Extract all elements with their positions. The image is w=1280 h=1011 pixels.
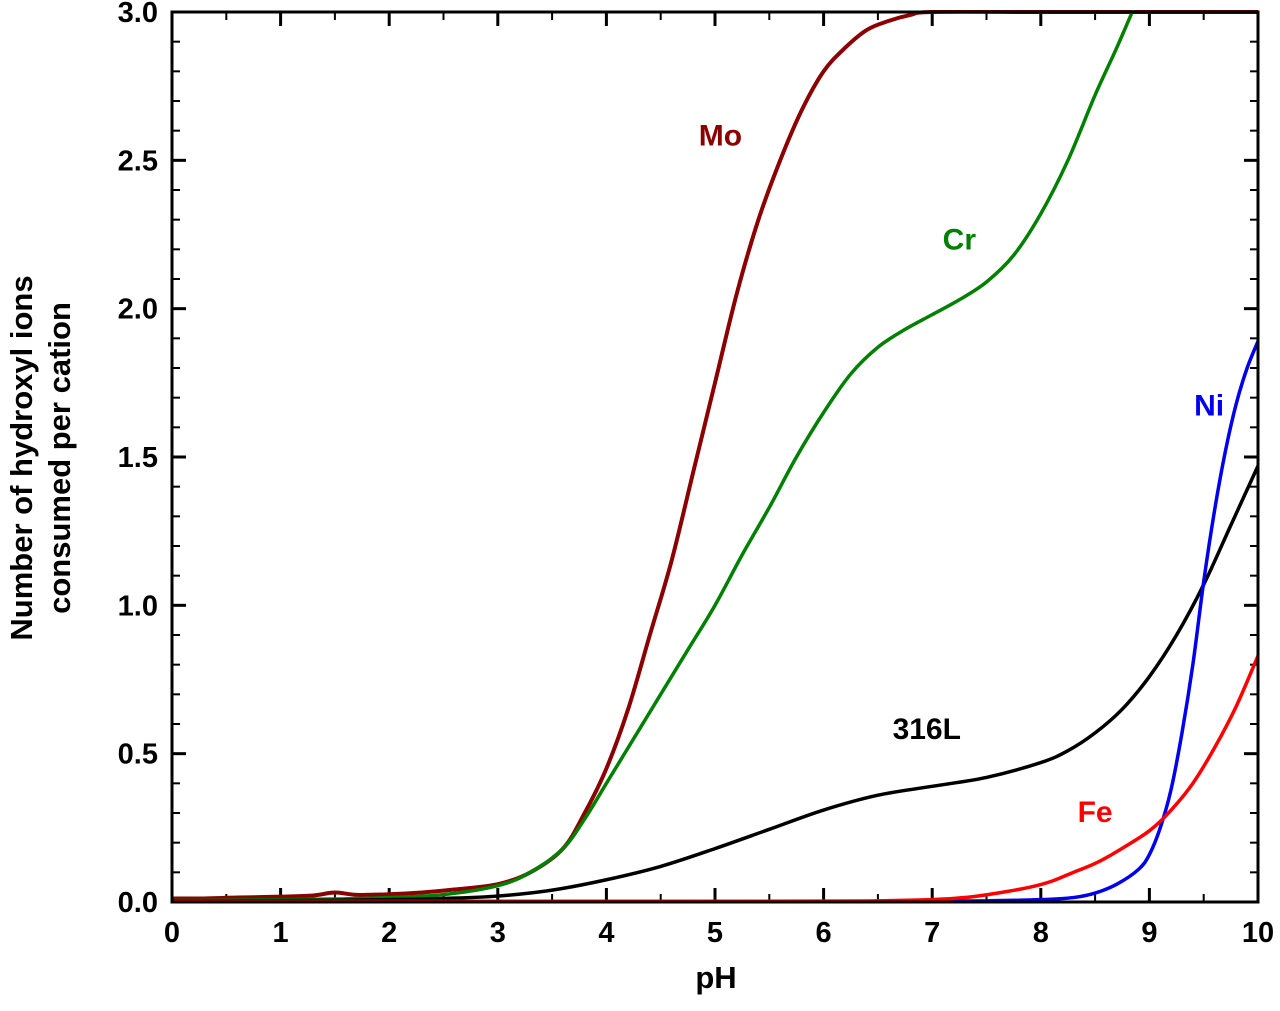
x-tick-label: 2 [381,917,397,949]
x-tick-label: 6 [816,917,832,949]
x-tick-label: 4 [598,917,614,949]
y-tick-label: 2.0 [118,294,158,326]
y-tick-label: 2.5 [118,145,158,177]
series-label-mo: Mo [699,120,742,153]
series-label-fe: Fe [1078,796,1113,829]
series-curve-316l [172,464,1258,903]
series-curve-fe [172,654,1258,904]
x-tick-label: 3 [490,917,506,949]
x-tick-label: 7 [924,917,940,949]
series-curve-mo [172,10,1258,901]
x-tick-label: 8 [1033,917,1049,949]
x-tick-label: 1 [273,917,289,949]
series-label-cr: Cr [943,223,977,256]
series-label-316l: 316L [893,713,961,746]
x-tick-label: 5 [707,917,723,949]
series-curve-cr [172,10,1135,903]
series-label-ni: Ni [1194,389,1224,422]
plot-frame [170,10,1260,904]
y-tick-label: 3.0 [118,0,158,29]
y-tick-label: 0.0 [118,887,158,919]
x-tick-label: 9 [1141,917,1157,949]
x-tick-label: 10 [1242,917,1274,949]
y-tick-label: 0.5 [118,739,158,771]
x-tick-label: 0 [164,917,180,949]
y-axis-title: Number of hydroxyl ions consumed per cat… [4,275,77,641]
x-axis-title: pH [695,960,737,995]
y-tick-label: 1.5 [118,442,158,474]
tick-labels: 0 1 2 3 4 5 6 7 8 9 10 0.0 0.5 1.0 1.5 2.0 2.5 3.0 [118,0,1274,949]
y-tick-label: 1.0 [118,590,158,622]
